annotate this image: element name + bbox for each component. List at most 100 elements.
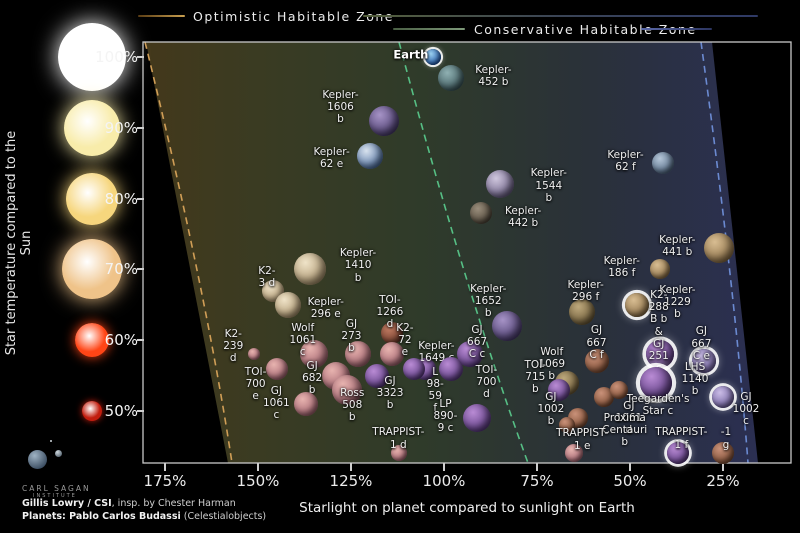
y-axis-tick — [137, 410, 144, 412]
csi-logo-text-line1: CARL SAGAN — [22, 484, 91, 493]
planet-label-kepler-62-f: Kepler-62 f — [607, 149, 644, 174]
planet-kepler-186-f — [649, 259, 670, 280]
x-axis-tick-label-150: 150% — [236, 472, 280, 490]
planet-label-kepler-1606-b: Kepler-1606 b — [322, 88, 359, 125]
planet-gj-667-c-e — [692, 349, 717, 374]
planet-label-toi-700-e: TOI-700 e — [244, 365, 267, 402]
planet-label-trappist-1-d: TRAPPIST-1 d — [372, 426, 425, 451]
planet-label-teegarden-s-star-c: Teegarden's Star c — [626, 392, 690, 417]
planet-lp-890-9-c — [463, 404, 492, 433]
planet-label-toi-1266-d: TOI-1266 d — [376, 294, 404, 331]
planet-label-kepler-62-e: Kepler-62 e — [313, 146, 350, 171]
planet-gj-1061-d — [609, 380, 628, 399]
y-axis-tick — [137, 56, 144, 58]
planet-label-gj-667-c-e: GJ 667 C e — [691, 325, 712, 362]
star-swatch-60-icon — [75, 323, 109, 358]
x-axis-tick-label-100: 100% — [422, 472, 466, 490]
planet-1-g — [712, 442, 734, 465]
planet-label-kepler-441-b: Kepler-441 b — [659, 234, 696, 259]
planet-label-kepler-1410-b: Kepler-1410 b — [339, 247, 377, 284]
planet-kepler-1544-b — [485, 170, 514, 199]
planet-label-kepler-296-e: Kepler-296 e — [307, 295, 344, 320]
planet-k2-288-b-b-gj-251-c — [645, 340, 674, 369]
planet-kepler-296-f — [568, 298, 595, 325]
planet-label-proxima-centauri-b: Proxima Centauri b — [602, 412, 648, 449]
conservative-inner-boundary-line — [398, 41, 529, 464]
planet-label-toi-700-d: TOI-700 d — [475, 363, 498, 400]
planet-label-wolf-1069-b: Wolf 1069 b — [538, 345, 566, 382]
x-axis-tick — [536, 463, 538, 471]
planet-label-kepler-452-b: Kepler-452 b — [475, 64, 512, 89]
y-axis-tick — [137, 339, 144, 342]
x-axis-tick — [164, 463, 166, 471]
planet-kepler-1606-b — [369, 105, 400, 136]
planet-label-lhs-1140-b: LHS 1140 b — [681, 360, 709, 397]
optimistic-zone-line-left-icon — [138, 15, 185, 17]
conservative-zone-line-right-icon — [641, 28, 712, 30]
planet-label-gj-3323-b: GJ 3323 b — [376, 374, 404, 411]
planet-label-wolf-1061-c: Wolf 1061 c — [289, 322, 317, 359]
planet-trappist-1-d — [391, 445, 408, 462]
planet-kepler-1229-b — [625, 292, 650, 317]
star-swatch-90-icon — [64, 99, 120, 156]
planet-kepler-452-b — [438, 65, 465, 92]
planet-gj-1002-c — [712, 385, 734, 408]
y-axis-title: Star temperature compared to the Sun — [4, 130, 34, 356]
planet-label-gj-1061-d: GJ 1061 d — [615, 399, 643, 436]
planet-label-kepler-442-b: Kepler-442 b — [505, 204, 542, 229]
planet-label-gj-667-c-f: GJ 667 C f — [586, 324, 607, 361]
planet-kepler-62-e — [356, 143, 383, 170]
credit-line-2: Planets: Pablo Carlos Budassi (Celestial… — [22, 510, 267, 522]
planet-k2-239-d — [248, 348, 261, 361]
x-axis-tick — [443, 463, 445, 471]
credit-line-1: Gillis Lowry / CSI, insp. by Chester Har… — [22, 498, 236, 509]
star-scale-label-70: 70% — [104, 260, 138, 279]
planet-toi-700-e — [265, 357, 288, 380]
x-axis-tick-label-125: 125% — [329, 472, 373, 490]
csi-logo-text-line2: INSTITUTE — [33, 493, 77, 499]
y-axis-tick — [137, 197, 144, 200]
planet-label-trappist-1-f: TRAPPIST-1 f — [655, 426, 708, 451]
x-axis-tick-label-50: 50% — [613, 472, 647, 490]
planet-toi-700-d — [439, 356, 464, 381]
planet-gj-273-b — [345, 341, 372, 368]
star-scale-label-90: 90% — [104, 118, 138, 137]
star-swatch-80-icon — [66, 172, 118, 225]
planet-kepler-1410-b — [294, 253, 327, 286]
planet-label-k2-239-d: K2-239 d — [223, 328, 244, 365]
planet-label-gj-667-c-c: GJ 667 C c — [467, 324, 488, 361]
planet-k2-72-e — [379, 342, 404, 367]
planet-kepler-62-f — [652, 152, 675, 175]
y-axis-tick — [137, 268, 144, 271]
planet-toi-1266-d — [380, 322, 403, 345]
planet-ross-508-b — [332, 374, 363, 405]
star-scale-label-60: 60% — [104, 331, 138, 350]
planet-label-ross-508-b: Ross 508 b — [340, 386, 365, 423]
csi-logo-planet-icon — [28, 450, 47, 469]
optimistic-zone-line-right-icon — [363, 15, 758, 17]
planet-label-gj-1002-b: GJ 1002 b — [537, 390, 565, 428]
x-axis-tick — [257, 463, 259, 471]
planet-gj-3323-b — [365, 363, 390, 388]
planet-trappist-1-f — [667, 442, 690, 465]
x-axis-tick — [350, 463, 352, 471]
planet-wolf-1061-c — [299, 340, 328, 369]
planet-label-1-g: -1 g — [720, 426, 732, 451]
planet-label-k2-3-d: K2-3 d — [258, 264, 276, 289]
y-axis-tick — [137, 126, 144, 129]
planet-kepler-442-b — [470, 201, 493, 224]
planet-trappist-1-e — [565, 444, 584, 463]
legend-optimistic-label: Optimistic Habitable Zone — [193, 9, 394, 24]
conservative-zone-line-left-icon — [393, 28, 465, 30]
csi-logo-moon-icon — [55, 450, 62, 457]
legend-conservative-label: Conservative Habitable Zone — [474, 22, 697, 37]
x-axis-tick-label-75: 75% — [520, 472, 554, 490]
planet-earth-icon — [424, 49, 441, 65]
planet-label-kepler-1544-b: Kepler-1544 b — [530, 167, 567, 204]
planet-label-k2-288-b-b-gj-251-c: K2-288 B b & GJ 251 c — [648, 289, 669, 373]
star-scale-label-50: 50% — [104, 402, 138, 420]
credits: Gillis Lowry / CSI, insp. by Chester Har… — [22, 498, 266, 524]
planet-label-kepler-1652-b: Kepler-1652 b — [470, 282, 507, 320]
planet-label-lp-890-9-c: LP 890-9 c — [433, 397, 458, 435]
star-swatch-70-icon — [62, 239, 122, 300]
